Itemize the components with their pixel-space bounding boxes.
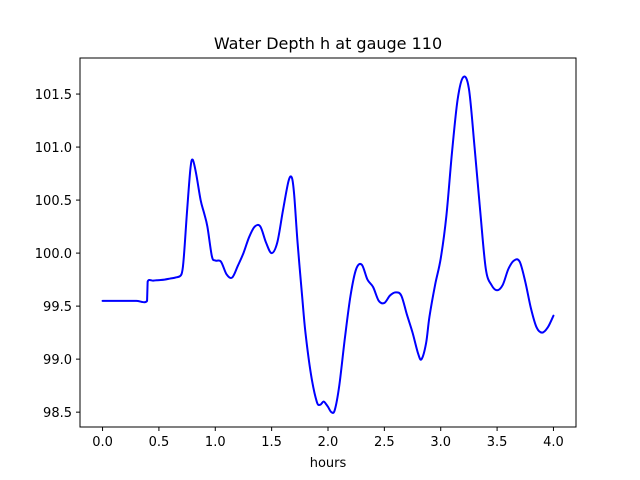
x-tick-label: 3.5 xyxy=(487,435,508,450)
x-tick-label: 0.5 xyxy=(149,435,170,450)
x-tick-label: 1.0 xyxy=(205,435,226,450)
y-tick-label: 99.5 xyxy=(43,300,72,315)
x-tick-label: 2.0 xyxy=(318,435,339,450)
y-axis: 98.5 99.0 99.5 100.0 100.5 101.0 101.5 xyxy=(35,88,80,421)
y-tick-label: 100.0 xyxy=(35,247,72,262)
x-axis-label: hours xyxy=(310,456,347,471)
chart-title: Water Depth h at gauge 110 xyxy=(214,34,442,53)
x-tick-label: 4.0 xyxy=(543,435,564,450)
x-tick-label: 0.0 xyxy=(92,435,113,450)
y-tick-label: 100.5 xyxy=(35,194,72,209)
series-layer xyxy=(101,75,555,414)
plot-frame xyxy=(79,57,577,428)
y-tick-label: 99.0 xyxy=(43,353,72,368)
series-line-0 xyxy=(101,75,555,414)
x-tick-label: 3.0 xyxy=(430,435,451,450)
y-tick-label: 98.5 xyxy=(43,406,72,421)
x-axis: 0.0 0.5 1.0 1.5 2.0 2.5 3.0 3.5 4.0 xyxy=(92,427,564,450)
x-tick-label: 2.5 xyxy=(374,435,395,450)
y-tick-label: 101.0 xyxy=(35,141,72,156)
y-tick-label: 101.5 xyxy=(35,88,72,103)
x-tick-label: 1.5 xyxy=(261,435,282,450)
